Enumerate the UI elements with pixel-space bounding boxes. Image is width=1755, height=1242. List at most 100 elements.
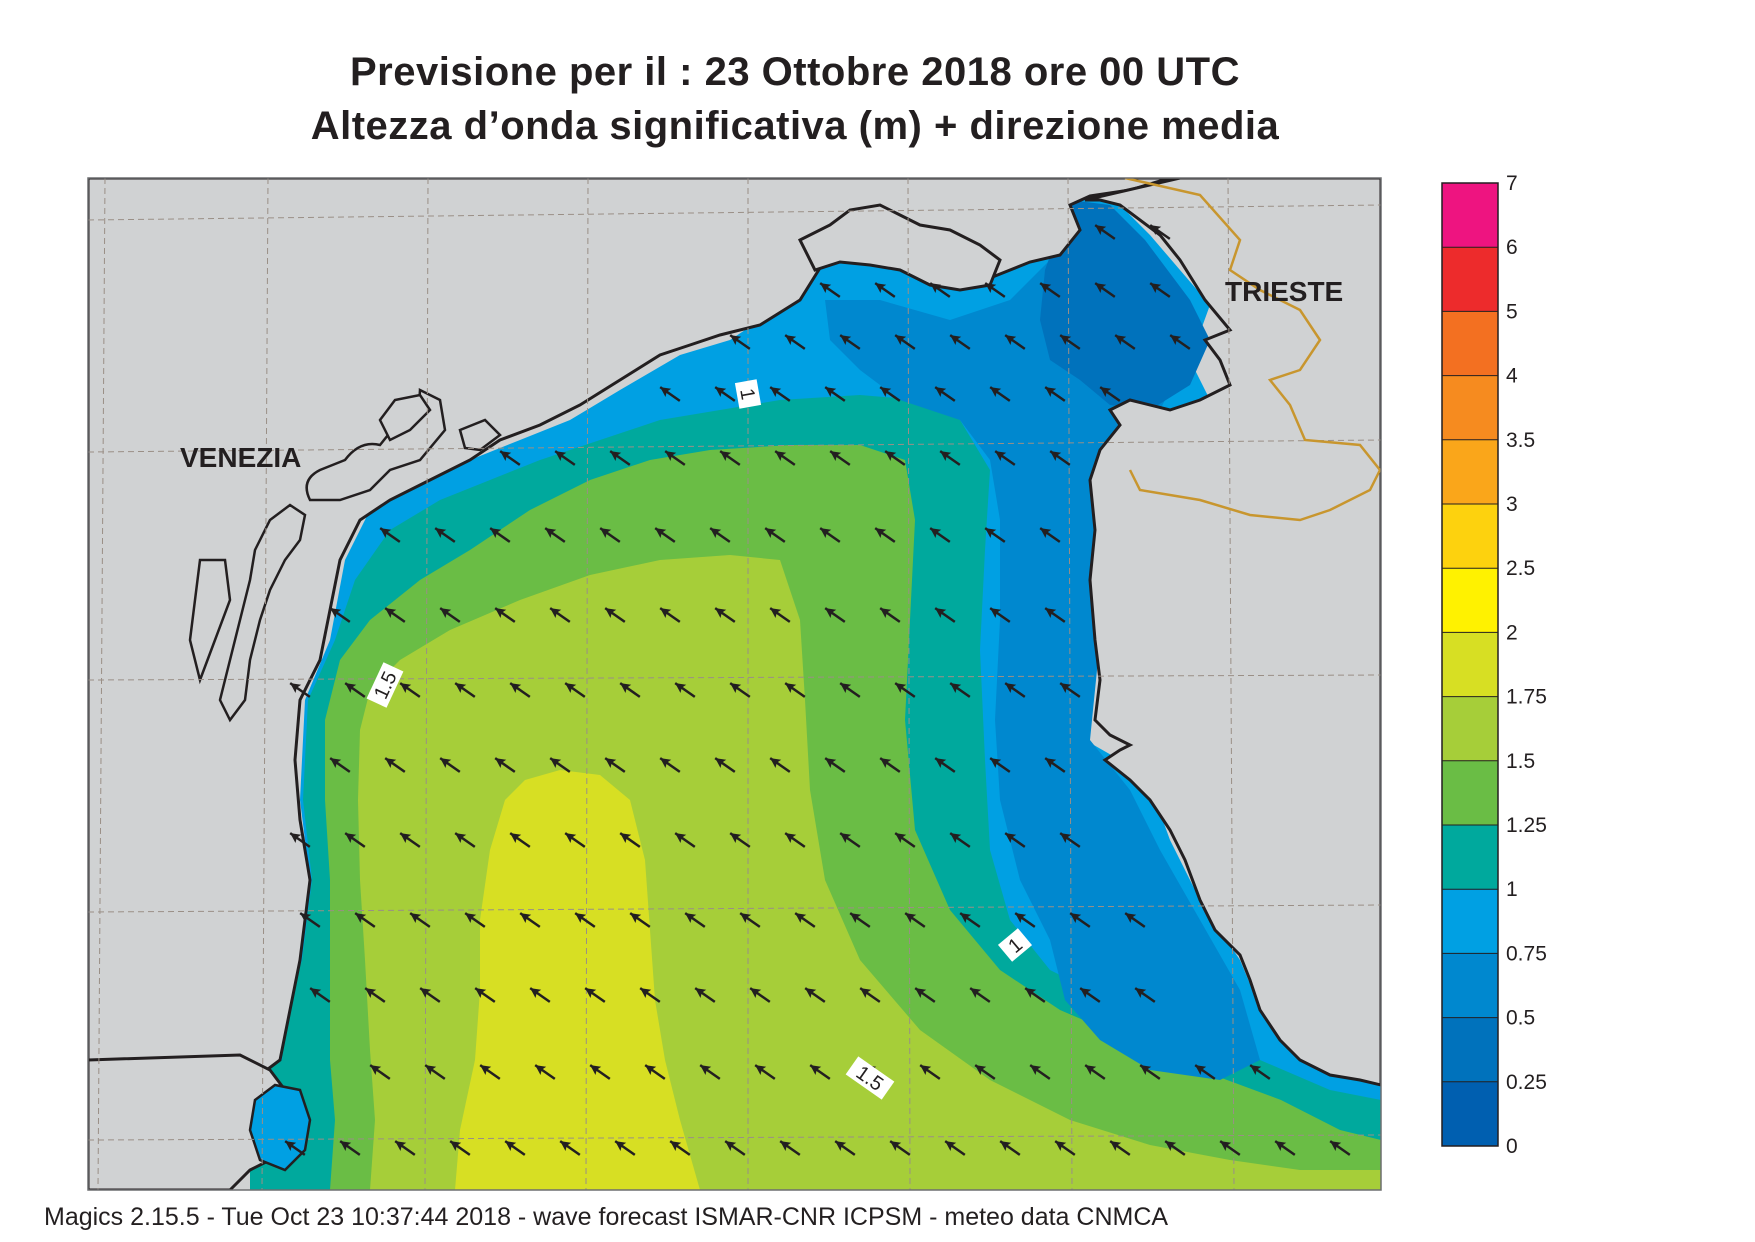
wave-arrow xyxy=(1024,987,1046,1003)
wave-arrow xyxy=(879,386,901,402)
wave-arrow xyxy=(489,527,511,543)
title-line-2: Altezza d’onda significativa (m) + direz… xyxy=(310,104,1280,148)
wave-arrow xyxy=(1219,1140,1241,1156)
national-border xyxy=(1124,178,1381,522)
wave-arrow xyxy=(574,912,596,928)
wave-arrow xyxy=(289,832,311,848)
wave-arrow xyxy=(824,386,846,402)
wave-arrow xyxy=(589,1064,611,1080)
wave-arrow xyxy=(939,450,961,466)
wave-arrow xyxy=(934,757,956,773)
wave-arrow xyxy=(1004,832,1026,848)
wave-arrow xyxy=(839,334,861,350)
wave-arrow xyxy=(874,282,896,298)
wave-arrow xyxy=(739,912,761,928)
wave-arrow xyxy=(454,832,476,848)
wave-arrow xyxy=(604,607,626,623)
colorbar-swatch xyxy=(1442,1081,1498,1147)
wave-arrow xyxy=(1069,912,1091,928)
wave-arrow xyxy=(674,682,696,698)
wave-arrow xyxy=(1004,334,1026,350)
wave-arrow xyxy=(564,832,586,848)
colorbar-swatch xyxy=(1442,247,1498,312)
wave-arrow xyxy=(1079,987,1101,1003)
wave-arrow xyxy=(824,757,846,773)
wave-arrow xyxy=(794,912,816,928)
wave-arrow xyxy=(384,607,406,623)
wave-arrow xyxy=(329,757,351,773)
colorbar-swatch xyxy=(1442,760,1498,826)
colorbar-tick-label: 1.5 xyxy=(1506,750,1535,773)
wave-arrow xyxy=(464,912,486,928)
wave-arrow xyxy=(1274,1140,1296,1156)
colorbar-swatch xyxy=(1442,183,1498,248)
wave-arrow xyxy=(989,757,1011,773)
wave-arrow xyxy=(719,450,741,466)
wave-arrow xyxy=(754,1064,776,1080)
wave-arrow xyxy=(699,1064,721,1080)
wave-arrow xyxy=(874,527,896,543)
wave-arrow xyxy=(804,987,826,1003)
wave-arrow xyxy=(769,607,791,623)
wave-arrow xyxy=(1004,682,1026,698)
wave-arrow xyxy=(604,757,626,773)
wave-arrow xyxy=(989,607,1011,623)
wave-arrow xyxy=(504,1140,526,1156)
wave-arrow xyxy=(784,682,806,698)
colorbar-tick-label: 1.75 xyxy=(1506,686,1547,709)
wave-arrow xyxy=(544,527,566,543)
wave-arrow xyxy=(849,912,871,928)
wave-arrow xyxy=(609,450,631,466)
wave-arrow xyxy=(564,682,586,698)
wave-arrow xyxy=(949,832,971,848)
wave-arrow xyxy=(729,334,751,350)
colorbar-tick-label: 0.25 xyxy=(1506,1071,1547,1094)
wave-arrow xyxy=(1039,527,1061,543)
wave-arrow xyxy=(959,912,981,928)
wave-arrow xyxy=(829,450,851,466)
wave-arrow xyxy=(994,450,1016,466)
colorbar-tick-label: 3 xyxy=(1506,493,1518,516)
colorbar-swatch xyxy=(1442,375,1498,441)
wave-arrow xyxy=(819,282,841,298)
wave-arrow xyxy=(394,1140,416,1156)
wave-arrow xyxy=(289,682,311,698)
wave-arrow xyxy=(1194,1064,1216,1080)
wave-arrow xyxy=(779,1140,801,1156)
wave-arrow xyxy=(1149,224,1171,240)
wave-arrow xyxy=(509,832,531,848)
wave-arrow xyxy=(499,450,521,466)
wave-arrow xyxy=(969,987,991,1003)
colorbar-tick-label: 2 xyxy=(1506,621,1518,644)
wave-arrow xyxy=(419,987,441,1003)
wave-arrow xyxy=(809,1064,831,1080)
wave-arrow xyxy=(644,1064,666,1080)
wave-arrow xyxy=(929,527,951,543)
wave-arrow xyxy=(344,832,366,848)
wave-arrow xyxy=(479,1064,501,1080)
wave-arrow xyxy=(1059,334,1081,350)
wave-arrow xyxy=(1139,1064,1161,1080)
graticule xyxy=(88,178,1381,1190)
wave-arrow xyxy=(1249,1064,1271,1080)
wave-arrow xyxy=(364,987,386,1003)
wave-arrow xyxy=(424,1064,446,1080)
wave-arrow xyxy=(439,607,461,623)
wave-arrow xyxy=(354,912,376,928)
wave-arrow xyxy=(639,987,661,1003)
wave-arrow xyxy=(1084,1064,1106,1080)
wave-arrow xyxy=(399,832,421,848)
wave-arrow xyxy=(774,450,796,466)
wave-arrow xyxy=(839,832,861,848)
wave-arrow xyxy=(879,607,901,623)
wave-arrow xyxy=(709,527,731,543)
wave-arrow xyxy=(929,282,951,298)
colorbar-tick-label: 5 xyxy=(1506,300,1518,323)
wave-arrow xyxy=(329,607,351,623)
wave-arrow xyxy=(714,386,736,402)
sea-zone-05-075 xyxy=(825,210,1260,1080)
wave-arrow xyxy=(379,527,401,543)
wave-arrow xyxy=(619,832,641,848)
wave-arrow xyxy=(659,607,681,623)
wave-arrow xyxy=(549,607,571,623)
